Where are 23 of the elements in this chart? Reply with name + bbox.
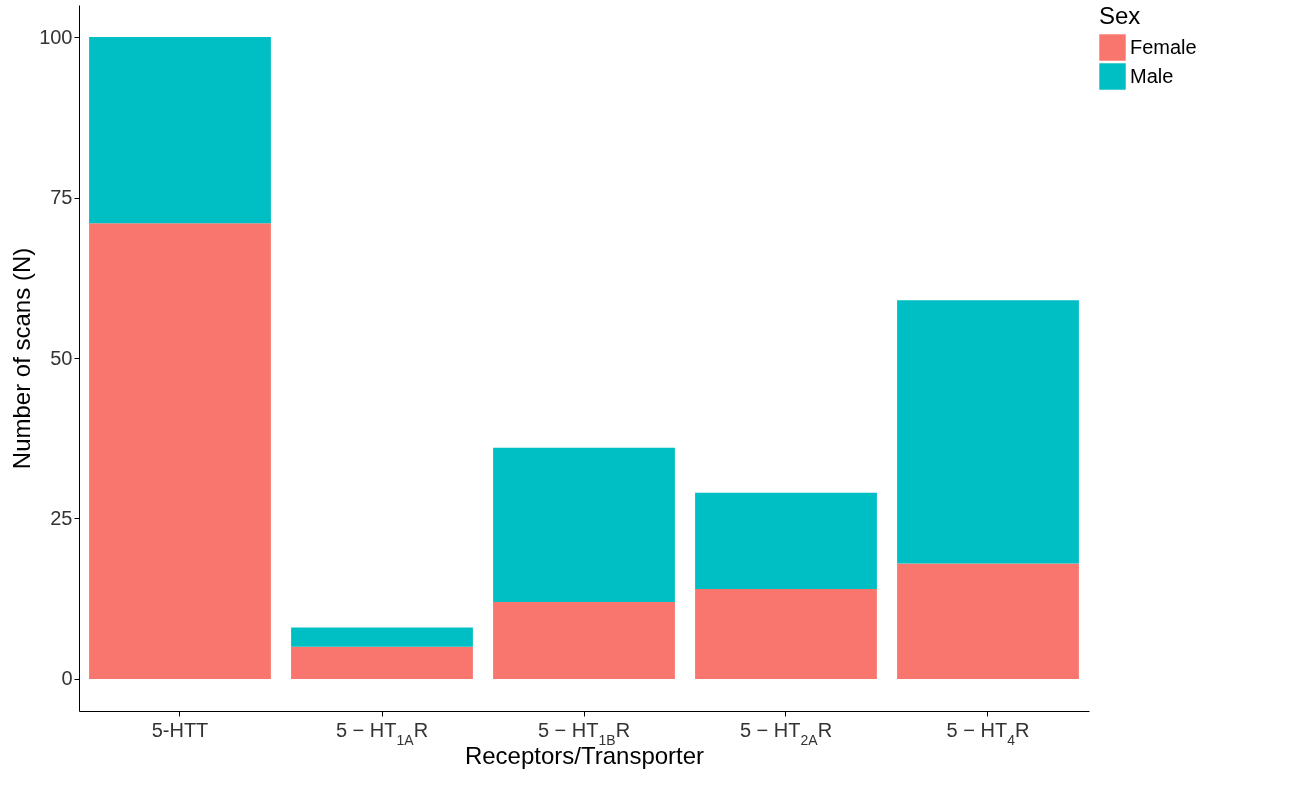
bar: [89, 223, 271, 679]
bar: [89, 37, 271, 224]
bar: [291, 646, 473, 679]
x-tick-label: 5 − HT$_{2A}$R: [739, 718, 833, 748]
y-tick-label: 0: [61, 667, 73, 690]
y-tick-label: 75: [50, 186, 73, 209]
bar: [493, 447, 675, 602]
x-tick-label: 5 − HT$_{1A}$R: [335, 718, 429, 748]
bar: [897, 563, 1079, 679]
bar: [493, 601, 675, 679]
y-tick-label: 25: [50, 506, 73, 529]
bar: [897, 300, 1079, 564]
legend-label: Male: [1130, 64, 1174, 87]
bar: [695, 492, 877, 590]
bar: [291, 627, 473, 647]
y-tick-label: 50: [50, 346, 73, 369]
bar: [695, 589, 877, 679]
x-tick-label: 5 − HT$_{4}$R: [946, 718, 1030, 748]
legend-label: Female: [1130, 35, 1197, 58]
legend-title: Sex: [1099, 2, 1141, 29]
y-axis-title: Number of scans (N): [8, 247, 36, 470]
y-tick-label: 100: [39, 25, 73, 48]
x-tick-label: 5-HTT: [151, 718, 209, 741]
